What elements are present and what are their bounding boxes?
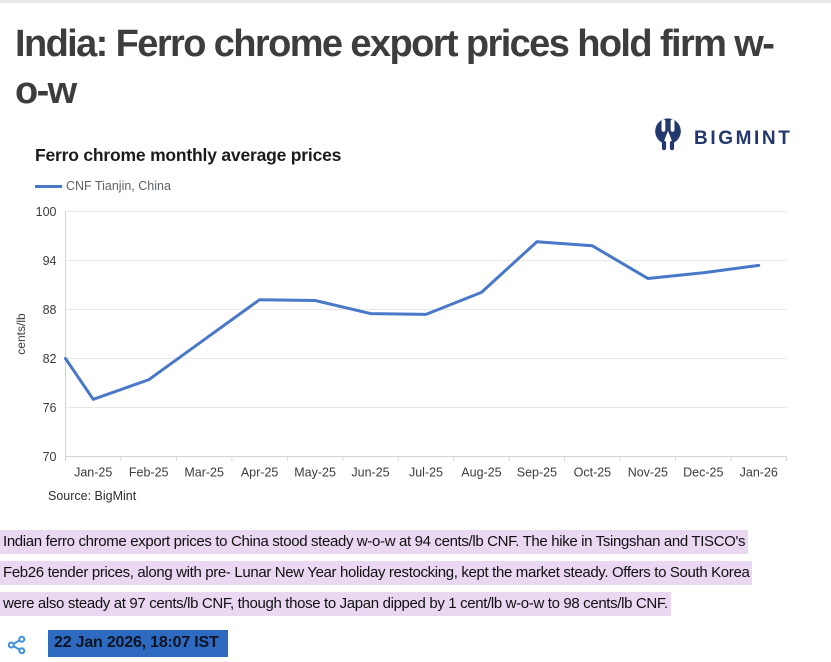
x-tick-label: Aug-25 bbox=[461, 466, 501, 480]
y-tick-label: 70 bbox=[43, 450, 57, 464]
price-line-series bbox=[64, 240, 761, 401]
page-title: India: Ferro chrome export prices hold f… bbox=[15, 21, 825, 115]
publish-timestamp: 22 Jan 2026, 18:07 IST bbox=[48, 630, 228, 657]
body-line: were also steady at 97 cents/lb CNF, tho… bbox=[0, 592, 831, 623]
x-tick-label: Mar-25 bbox=[184, 466, 224, 480]
body-line: Indian ferro chrome export prices to Chi… bbox=[0, 530, 831, 561]
legend-line-swatch bbox=[35, 184, 62, 188]
body-line: Feb26 tender prices, along with pre- Lun… bbox=[0, 561, 831, 592]
x-tick-label: Jan-26 bbox=[740, 466, 778, 480]
chart-source: Source: BigMint bbox=[48, 489, 137, 503]
chart-legend: CNF Tianjin, China bbox=[35, 179, 171, 193]
bigmint-logo: BIGMINT bbox=[649, 116, 792, 161]
page-title-line2: o-w bbox=[15, 70, 77, 113]
x-tick-label: Sep-25 bbox=[517, 466, 557, 480]
highlighted-text: were also steady at 97 cents/lb CNF, tho… bbox=[0, 592, 671, 616]
x-tick-label: Nov-25 bbox=[628, 466, 668, 480]
y-tick-label: 100 bbox=[36, 205, 57, 219]
line-chart: 100 94 88 82 76 70 Jan-25 Feb-25 Mar-25 Apr-25 May… bbox=[14, 205, 787, 480]
article-body: Indian ferro chrome export prices to Chi… bbox=[0, 530, 831, 623]
x-tick-label: Dec-25 bbox=[683, 466, 723, 480]
x-tick-label: Jul-25 bbox=[409, 466, 443, 480]
x-tick-label: Feb-25 bbox=[129, 466, 169, 480]
y-tick-label: 82 bbox=[43, 352, 57, 366]
bigmint-logo-text: BIGMINT bbox=[694, 127, 793, 149]
page-title-line1: India: Ferro chrome export prices hold f… bbox=[15, 23, 775, 66]
share-icon[interactable] bbox=[7, 635, 27, 655]
y-tick-label: 88 bbox=[43, 303, 57, 317]
x-tick-label: Jan-25 bbox=[74, 466, 112, 480]
x-tick-label: Apr-25 bbox=[241, 466, 279, 480]
bigmint-logo-icon bbox=[649, 116, 687, 161]
legend-label: CNF Tianjin, China bbox=[66, 179, 171, 193]
x-tick-label: Oct-25 bbox=[574, 466, 612, 480]
meta-row: 22 Jan 2026, 18:07 IST bbox=[0, 628, 831, 658]
top-divider bbox=[0, 0, 831, 3]
highlighted-text: Indian ferro chrome export prices to Chi… bbox=[0, 530, 749, 554]
y-axis-title: cents/lb bbox=[14, 313, 28, 355]
y-tick-label: 76 bbox=[43, 401, 57, 415]
chart-title: Ferro chrome monthly average prices bbox=[35, 145, 342, 165]
x-tick-label: Jun-25 bbox=[351, 466, 389, 480]
highlighted-text: Feb26 tender prices, along with pre- Lun… bbox=[0, 561, 753, 585]
x-tick-label: May-25 bbox=[294, 466, 336, 480]
y-tick-label: 94 bbox=[43, 254, 57, 268]
